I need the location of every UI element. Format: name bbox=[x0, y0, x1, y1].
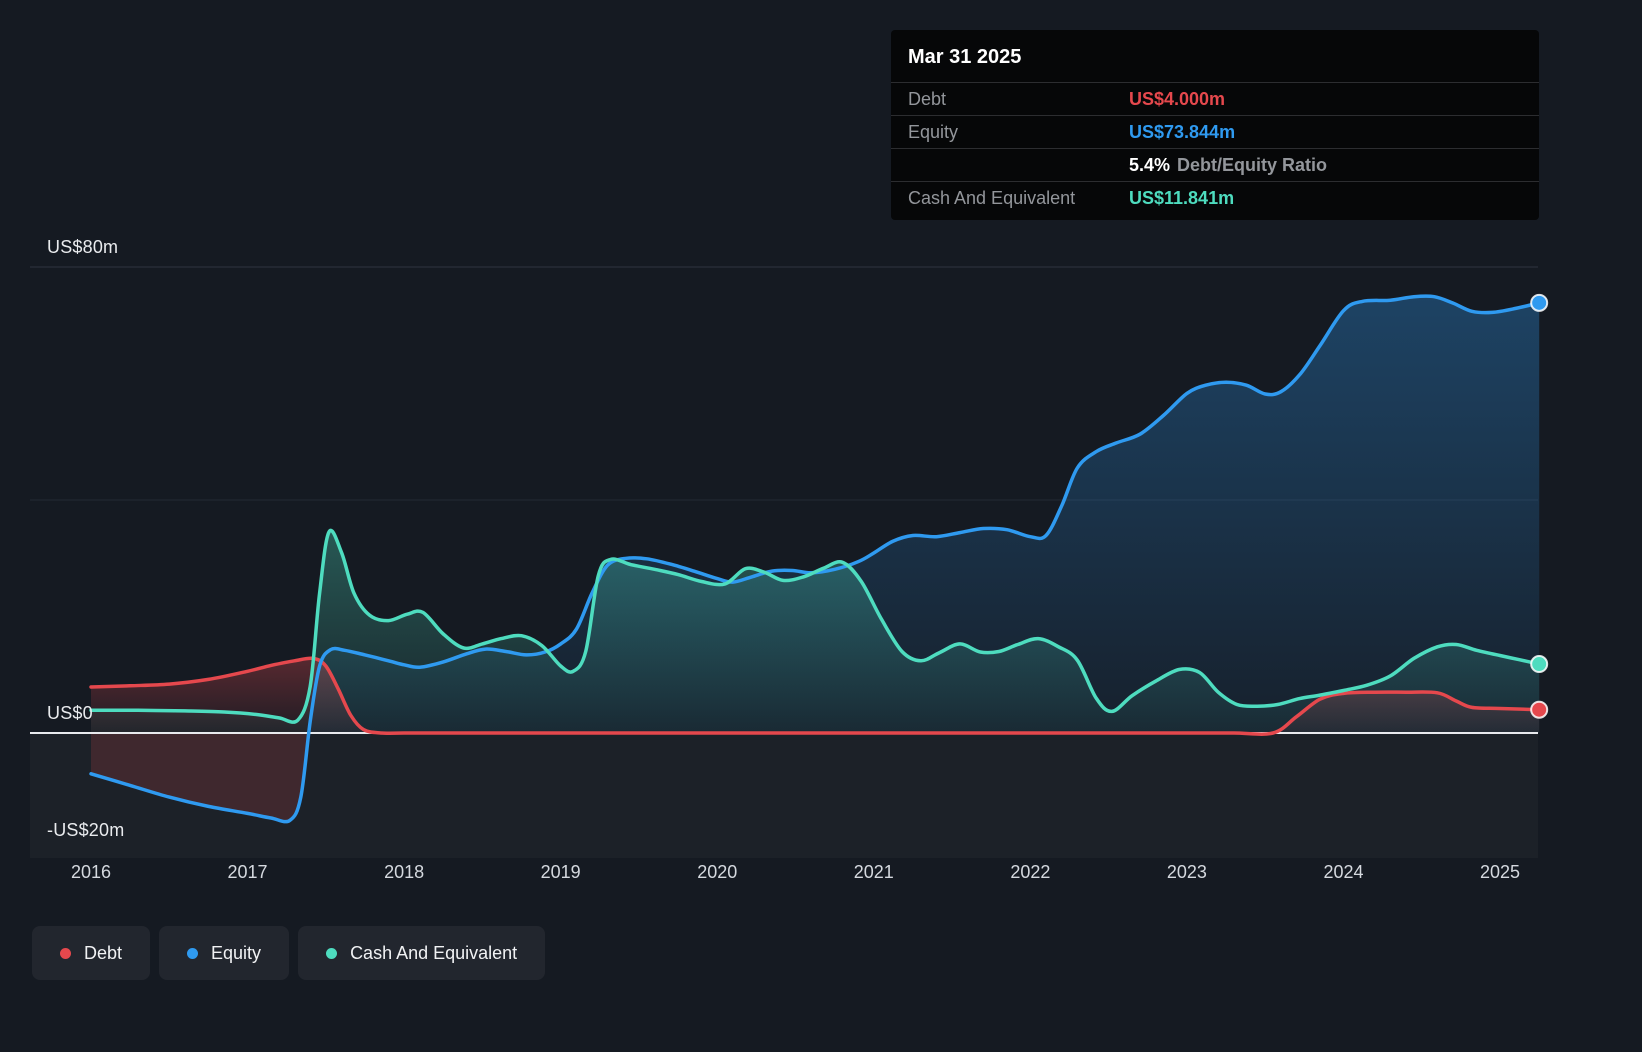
chart-legend: Debt Equity Cash And Equivalent bbox=[32, 926, 546, 980]
x-axis-tick-2025: 2025 bbox=[1480, 862, 1521, 882]
legend-debt-label: Debt bbox=[84, 942, 123, 963]
x-axis-tick-2018: 2018 bbox=[384, 862, 425, 882]
tooltip-debt-value: US$4.000m bbox=[1129, 88, 1226, 109]
x-axis-tick-2017: 2017 bbox=[227, 862, 268, 882]
x-axis-tick-2020: 2020 bbox=[697, 862, 738, 882]
x-axis-tick-2022: 2022 bbox=[1010, 862, 1051, 882]
debt-endpoint-dot bbox=[1530, 700, 1549, 719]
debt-legend-dot-icon bbox=[60, 947, 71, 959]
chart-tooltip: Mar 31 2025 Debt US$4.000m Equity US$73.… bbox=[891, 30, 1539, 220]
tooltip-cash-value: US$11.841m bbox=[1129, 187, 1235, 208]
equity-area bbox=[91, 296, 1540, 733]
cash-endpoint-dot bbox=[1530, 655, 1549, 674]
y-axis-label-neg20m: -US$20m bbox=[47, 819, 125, 840]
tooltip-ratio-value: 5.4% bbox=[1129, 154, 1171, 175]
equity-endpoint-dot bbox=[1530, 293, 1549, 312]
legend-cash-label: Cash And Equivalent bbox=[350, 942, 518, 963]
x-axis-tick-2016: 2016 bbox=[70, 862, 112, 882]
tooltip-row-ratio: 5.4% Debt/Equity Ratio bbox=[891, 148, 1539, 181]
legend-item-debt[interactable]: Debt bbox=[32, 926, 151, 980]
tooltip-row-cash: Cash And Equivalent US$11.841m bbox=[891, 181, 1539, 214]
cash-area bbox=[91, 530, 1540, 733]
tooltip-equity-label: Equity bbox=[908, 121, 959, 142]
x-axis-tick-2019: 2019 bbox=[540, 862, 581, 882]
legend-equity-label: Equity bbox=[211, 942, 262, 963]
cash-legend-dot-icon bbox=[326, 947, 338, 959]
y-axis-label-0: US$0 bbox=[47, 703, 93, 723]
x-axis-tick-2021: 2021 bbox=[853, 862, 894, 882]
tooltip-ratio-label: Debt/Equity Ratio bbox=[1177, 154, 1328, 175]
tooltip-date: Mar 31 2025 bbox=[908, 46, 1022, 68]
equity-legend-dot-icon bbox=[187, 947, 199, 959]
tooltip-equity-value: US$73.844m bbox=[1129, 121, 1236, 142]
cash-line[interactable] bbox=[89, 528, 1541, 724]
debt-area bbox=[91, 658, 1540, 735]
y-axis-label-80m: US$80m bbox=[47, 237, 119, 257]
x-axis-tick-2024: 2024 bbox=[1323, 862, 1364, 882]
tooltip-row-equity: Equity US$73.844m bbox=[891, 115, 1539, 148]
debt-line[interactable] bbox=[89, 656, 1541, 736]
legend-item-cash[interactable]: Cash And Equivalent bbox=[298, 926, 546, 980]
negative-equity-area bbox=[91, 733, 1540, 822]
x-axis-tick-2023: 2023 bbox=[1166, 862, 1207, 882]
tooltip-debt-label: Debt bbox=[908, 88, 947, 109]
x-axis: 2016 2017 2018 2019 2020 2021 2022 2023 2024 2025 bbox=[0, 858, 1642, 892]
legend-item-equity[interactable]: Equity bbox=[159, 926, 290, 980]
tooltip-row-debt: Debt US$4.000m bbox=[891, 82, 1539, 115]
tooltip-cash-label: Cash And Equivalent bbox=[908, 187, 1076, 208]
